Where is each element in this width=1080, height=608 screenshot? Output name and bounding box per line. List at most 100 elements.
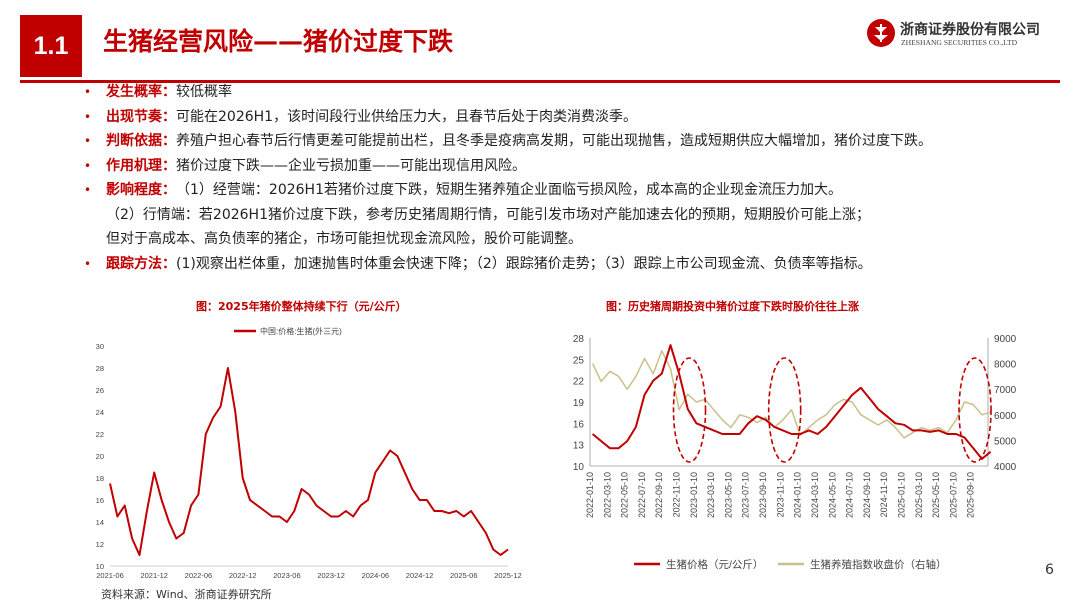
legend-label: 中国:价格:生猪(外三元) [260, 326, 342, 336]
logo-en-text: ZHESHANG SECURITIES CO.,LTD [901, 38, 1018, 47]
x-tick-label: 2025-12 [494, 571, 522, 580]
y-tick-label: 12 [96, 540, 104, 549]
y-tick-label: 14 [96, 518, 104, 527]
bullet-tracking: • 跟踪方法： (1)观察出栏体重，加速抛售时体重会快速下降；（2）跟踪猪价走势… [84, 252, 1054, 277]
series-line-pig-price [591, 344, 992, 460]
y-tick-label: 10 [96, 562, 104, 571]
highlight-ellipse [672, 357, 707, 463]
x-tick-label: 2024-09-10 [862, 472, 872, 518]
x-tick-label: 2024-01-10 [793, 472, 803, 518]
bullet-timing: • 出现节奏： 可能在2026H1，该时间段行业供给压力大，且春节后处于肉类消费… [84, 105, 1054, 130]
bullet-text: （2）行情端：若2026H1猪价过度下跌，参考历史猪周期行情，可能引发市场对产能… [106, 206, 870, 223]
bullet-label: 跟踪方法： [106, 255, 176, 272]
x-tick-label: 2023-09-10 [758, 472, 768, 518]
x-tick-label: 2025-09-10 [966, 472, 976, 518]
bullet-mechanism: • 作用机理： 猪价过度下跌——企业亏损加重——可能出现信用风险。 [84, 154, 1054, 179]
series-line-pig-price [109, 367, 509, 556]
bullet-probability: • 发生概率： 较低概率 [84, 80, 1054, 105]
bullet-text: 但对于高成本、高负债率的猪企，市场可能担忧现金流风险，股价可能调整。 [106, 231, 582, 247]
x-tick-label: 2022-07-10 [637, 472, 647, 518]
legend-label: 生猪价格（元/公斤） [666, 558, 763, 571]
x-tick-label: 2022-06 [185, 571, 213, 580]
x-tick-label: 2021-06 [96, 571, 124, 580]
x-tick-label: 2022-05-10 [620, 472, 630, 518]
bullet-dot-icon: • [84, 85, 92, 99]
y-left-tick-label: 25 [573, 355, 585, 366]
bullet-impact-line-2: （2）行情端：若2026H1猪价过度下跌，参考历史猪周期行情，可能引发市场对产能… [84, 203, 1054, 228]
bullet-text: 猪价过度下跌——企业亏损加重——可能出现信用风险。 [176, 157, 526, 174]
y-right-tick-label: 7000 [994, 385, 1017, 396]
source-note: 资料来源：Wind、浙商证券研究所 [101, 588, 272, 601]
bullet-text: 养殖户担心春节后行情更差可能提前出栏，且冬季是疫病高发期，可能出现抛售，造成短期… [176, 133, 932, 149]
x-tick-label: 2023-12 [317, 571, 345, 580]
x-tick-label: 2022-09-10 [654, 472, 664, 518]
y-tick-label: 16 [96, 496, 104, 505]
x-tick-label: 2025-01-10 [896, 472, 906, 518]
y-left-tick-label: 19 [573, 398, 585, 409]
bullet-impact: • 影响程度： （1）经营端：2026H1若猪价过度下跌，短期生猪养殖企业面临亏… [84, 178, 1054, 203]
bullet-dot-icon: • [84, 134, 92, 148]
bullet-dot-icon: • [84, 109, 92, 124]
x-tick-label: 2022-03-10 [602, 472, 612, 518]
x-tick-label: 2024-05-10 [827, 472, 837, 518]
header-divider [20, 80, 1060, 83]
logo-cn-text: 浙商证券股份有限公司 [900, 22, 1040, 38]
x-tick-label: 2024-12 [406, 571, 434, 580]
y-tick-label: 22 [96, 430, 104, 439]
x-tick-label: 2023-07-10 [741, 472, 751, 518]
y-left-tick-label: 13 [573, 441, 585, 452]
bullet-dot-icon: • [84, 183, 92, 197]
y-left-tick-label: 28 [573, 334, 585, 345]
chart1-title: 图：2025年猪价整体持续下行（元/公斤） [196, 300, 407, 313]
chart1-price-trend: 中国:价格:生猪(外三元) 10 12 14 16 18 20 22 24 26 28 30 2021-… [96, 326, 522, 580]
x-tick-label: 2023-11-10 [775, 472, 785, 517]
company-logo: 浙商证券股份有限公司 ZHESHANG SECURITIES CO.,LTD [866, 18, 1056, 50]
y-left-tick-label: 16 [573, 419, 585, 430]
section-number: 1.1 [20, 15, 82, 77]
bullet-text: 可能在2026H1，该时间段行业供给压力大，且春节后处于肉类消费淡季。 [176, 108, 638, 125]
highlight-ellipse [767, 357, 802, 463]
y-tick-label: 24 [96, 408, 104, 417]
bullet-list: • 发生概率： 较低概率 • 出现节奏： 可能在2026H1，该时间段行业供给压… [84, 80, 1054, 276]
y-tick-label: 28 [96, 364, 104, 373]
x-tick-label: 2022-11-10 [672, 472, 682, 517]
bullet-dot-icon: • [84, 256, 92, 271]
series-line-index [591, 350, 991, 439]
bullet-label: 影响程度： [106, 182, 176, 198]
bullet-dot-icon: • [84, 158, 92, 173]
bullet-label: 判断依据： [106, 133, 176, 149]
y-tick-label: 18 [96, 474, 104, 483]
y-tick-label: 20 [96, 452, 104, 461]
bullet-text: 较低概率 [176, 84, 232, 100]
x-tick-label: 2025-07-10 [948, 472, 958, 518]
highlight-ellipse [958, 357, 992, 463]
x-tick-label: 2023-03-10 [706, 472, 716, 518]
y-right-tick-label: 6000 [994, 411, 1017, 422]
chart2-title: 图：历史猪周期投资中猪价过度下跌时股价往往上涨 [606, 300, 859, 313]
bullet-label: 作用机理： [106, 157, 176, 174]
zheshang-logo-icon [867, 19, 895, 47]
page-number: 6 [1045, 562, 1054, 578]
x-tick-label: 2023-06 [273, 571, 301, 580]
x-tick-label: 2025-06 [450, 571, 478, 580]
bullet-label: 发生概率： [106, 84, 176, 100]
x-tick-label: 2021-12 [140, 571, 168, 580]
x-tick-label: 2022-01-10 [585, 472, 595, 518]
x-tick-label: 2024-07-10 [845, 472, 855, 518]
x-tick-label: 2024-03-10 [810, 472, 820, 518]
x-tick-label: 2025-05-10 [931, 472, 941, 518]
y-tick-label: 26 [96, 386, 104, 395]
y-right-tick-label: 9000 [994, 334, 1017, 345]
y-right-tick-label: 8000 [994, 360, 1017, 371]
x-tick-label: 2023-01-10 [689, 472, 699, 518]
y-right-tick-label: 5000 [994, 436, 1017, 447]
legend-label: 生猪养殖指数收盘价（右轴） [810, 558, 947, 571]
x-tick-label: 2023-05-10 [723, 472, 733, 518]
x-tick-label: 2025-03-10 [914, 472, 924, 518]
x-tick-label: 2024-06 [362, 571, 390, 580]
bullet-text: (1)观察出栏体重，加速抛售时体重会快速下降；（2）跟踪猪价走势；（3）跟踪上市… [176, 255, 872, 272]
page-title: 生猪经营风险——猪价过度下跌 [103, 27, 454, 56]
y-left-tick-label: 22 [573, 377, 585, 388]
x-tick-label: 2022-12 [229, 571, 257, 580]
y-left-tick-label: 10 [573, 462, 585, 473]
